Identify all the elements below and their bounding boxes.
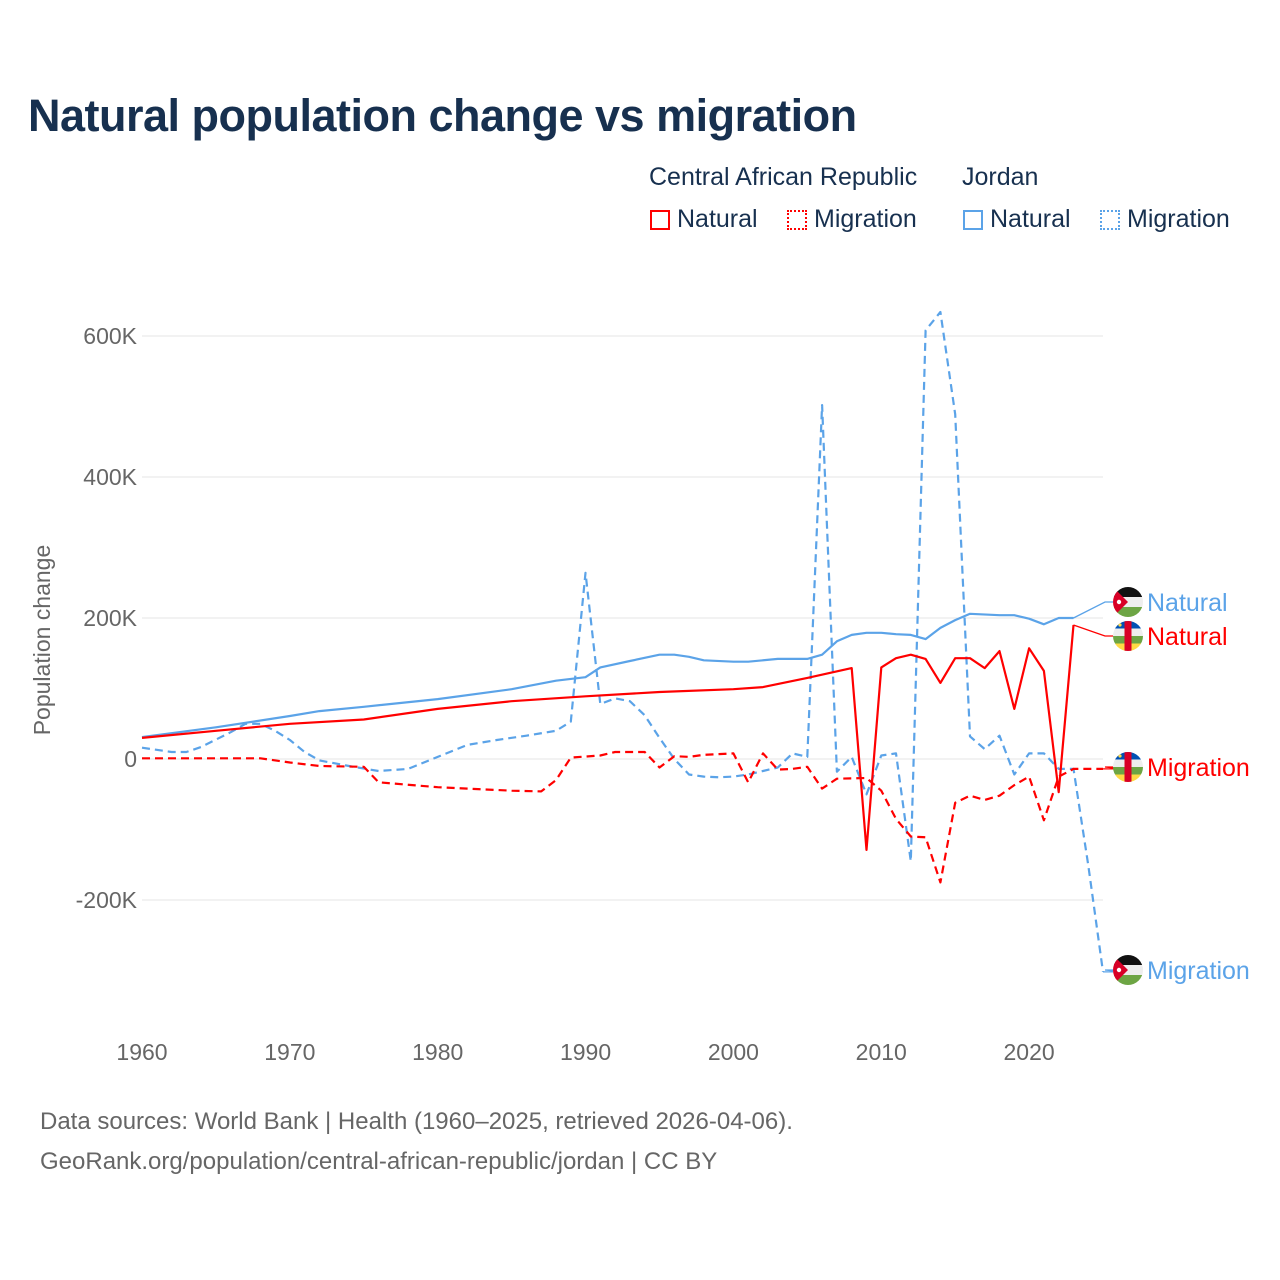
flag-stripe xyxy=(1113,607,1143,617)
end-label-jordan-migration: Migration xyxy=(1147,957,1250,985)
flag-star xyxy=(1116,599,1122,605)
y-tick-label: 400K xyxy=(83,464,137,490)
flag-band xyxy=(1124,621,1132,651)
legend-car-natural[interactable]: Natural xyxy=(650,205,758,234)
x-tick-label: 1980 xyxy=(412,1039,463,1065)
car-flag-icon xyxy=(1113,621,1143,651)
x-tick-label: 1960 xyxy=(116,1039,167,1065)
car-flag-icon xyxy=(1113,752,1143,782)
x-tick-label: 2000 xyxy=(708,1039,759,1065)
flag-body xyxy=(1113,587,1143,617)
x-tick-label: 1970 xyxy=(264,1039,315,1065)
label-connector xyxy=(1073,624,1113,637)
label-connector xyxy=(1073,601,1113,619)
footer-link[interactable]: GeoRank.org/population/central-african-r… xyxy=(40,1148,718,1175)
chart-title: Natural population change vs migration xyxy=(28,90,857,141)
x-tick-label: 1990 xyxy=(560,1039,611,1065)
end-label-central-african-republic-migration: Migration xyxy=(1147,754,1250,782)
flag-stripe xyxy=(1113,587,1143,597)
legend-group-jordan: Jordan xyxy=(962,163,1039,191)
legend-group-car: Central African Republic xyxy=(649,163,918,191)
dotted-swatch-icon xyxy=(1100,209,1120,230)
legend-label: Migration xyxy=(1127,205,1230,233)
flag-body xyxy=(1113,752,1143,782)
flag-band xyxy=(1124,752,1132,782)
flag-stripe xyxy=(1113,975,1143,985)
y-tick-label: -200K xyxy=(76,887,138,913)
y-tick-label: 600K xyxy=(83,323,137,349)
y-tick-label: 200K xyxy=(83,605,137,631)
flag-star xyxy=(1116,967,1122,973)
legend-label: Migration xyxy=(814,205,917,233)
end-label-central-african-republic-natural: Natural xyxy=(1147,623,1228,651)
flag-body xyxy=(1113,621,1143,651)
flag-star xyxy=(1118,623,1122,627)
series-line-central-african-republic-natural xyxy=(141,624,1075,852)
legend-jordan-migration[interactable]: Migration xyxy=(1100,205,1230,234)
flag-stripe xyxy=(1113,955,1143,965)
footer-sources: Data sources: World Bank | Health (1960–… xyxy=(40,1108,793,1135)
series-line-central-african-republic-migration xyxy=(142,750,1103,884)
y-axis-label: Population change xyxy=(29,545,55,736)
x-tick-label: 2020 xyxy=(1004,1039,1055,1065)
legend-label: Natural xyxy=(990,205,1071,233)
legend-jordan-natural[interactable]: Natural xyxy=(963,205,1071,234)
x-tick-label: 2010 xyxy=(856,1039,907,1065)
legend-car-migration[interactable]: Migration xyxy=(787,205,917,234)
series-line-jordan-migration xyxy=(141,310,1105,973)
solid-swatch-icon xyxy=(650,209,670,230)
solid-swatch-icon xyxy=(963,209,983,230)
end-label-jordan-natural: Natural xyxy=(1147,589,1228,617)
flag-star xyxy=(1118,754,1122,758)
flag-body xyxy=(1113,955,1143,985)
dotted-swatch-icon xyxy=(787,209,807,230)
y-tick-label: 0 xyxy=(124,746,137,772)
series-line-jordan-natural xyxy=(141,612,1074,739)
jordan-flag-icon xyxy=(1113,955,1143,985)
legend-label: Natural xyxy=(677,205,758,233)
jordan-flag-icon xyxy=(1113,587,1143,617)
